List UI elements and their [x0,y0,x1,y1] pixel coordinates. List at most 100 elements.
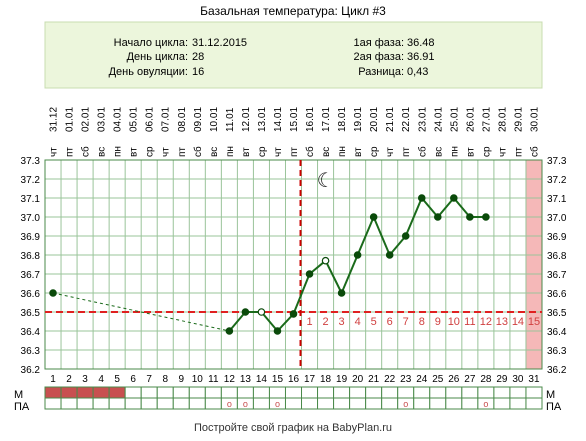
temperature-point [417,194,426,202]
row-label-m-right: М [546,389,555,401]
chart-title: Базальная температура: Цикл #3 [200,4,386,18]
x-date-label: 04.01 [113,107,124,132]
phase2-day-number: 1 [306,316,312,328]
x-day-label: 23 [400,374,412,385]
phase2-day-number: 13 [496,316,508,328]
temperature-segment [437,197,455,218]
pa-row-cell [60,397,78,410]
m-row-cell [413,386,431,399]
x-date-label: 19.01 [353,107,364,132]
pa-row-cell [252,397,270,410]
m-row-cell [381,386,399,399]
phase2-day-number: 8 [419,316,425,328]
info-start-label: Начало цикла: [114,37,188,49]
temperature-point [305,270,314,278]
x-date-label: 07.01 [161,107,172,132]
x-weekday-label: вт [241,147,252,157]
pa-marker: o [227,399,232,409]
x-weekday-label: вт [465,147,476,157]
x-weekday-label: чт [497,147,508,157]
x-weekday-label: сб [192,146,204,157]
x-day-label: 15 [272,374,284,385]
x-day-label: 26 [448,374,460,385]
m-row-cell [317,386,335,399]
m-row-cell [284,386,303,399]
x-date-label: 31.12 [49,107,60,132]
x-date-label: 29.01 [513,107,524,132]
temperature-point [289,310,298,318]
pa-row-cell [92,397,110,410]
x-date-label: 11.01 [225,107,236,132]
plot-area: 36.2 36.2 36.3 36.3 36.4 36.4 36.5 36.5 36.6 36.6… [21,107,567,410]
x-weekday-label: ср [369,146,380,157]
x-weekday-label: пт [65,147,76,157]
x-day-label: 30 [512,374,524,385]
pa-row-cell [284,397,303,410]
x-date-label: 01.01 [65,107,76,132]
y-tick-label-right: 36.9 [547,232,567,243]
x-weekday-label: пт [177,147,188,157]
y-tick-label-left: 36.3 [21,346,41,357]
x-weekday-label: пн [225,146,236,157]
phase2-day-number: 4 [355,316,361,328]
x-day-label: 19 [336,374,348,385]
x-day-label: 25 [432,374,444,385]
y-tick-label-right: 36.2 [547,365,567,376]
info-phase2-value: 36.91 [407,51,435,63]
x-weekday-label: пт [289,147,300,157]
temperature-segment [453,197,471,218]
pa-row-cell [124,397,142,410]
x-day-label: 20 [352,374,364,385]
y-tick-label-right: 36.7 [547,270,567,281]
phase2-day-number: 11 [464,316,475,328]
x-date-label: 09.01 [193,107,204,132]
temperature-point [241,308,250,316]
m-row-cell [140,386,158,399]
temperature-point [353,251,362,259]
pa-row-cell [493,397,511,410]
m-row-cell [477,386,495,399]
info-ovulation-day-value: 16 [192,66,204,78]
plot-border [44,159,543,370]
x-date-label: 10.01 [209,107,220,132]
x-day-label: 28 [480,374,492,385]
pa-row-cell [204,397,222,410]
y-tick-label-left: 36.6 [21,289,41,300]
y-tick-label-left: 36.9 [21,232,41,243]
info-start-value: 31.12.2015 [192,37,247,49]
pa-row-cell [44,397,62,410]
m-row-cell [252,386,270,399]
temperature-point [433,213,442,221]
temperature-segment [340,254,359,294]
x-date-label: 18.01 [337,107,348,132]
highlight-column [525,160,542,369]
x-date-label: 16.01 [305,107,316,132]
x-day-label: 3 [82,374,88,385]
x-date-label: 30.01 [529,107,540,132]
pa-row-cell [365,397,383,410]
x-weekday-label: вт [353,147,364,157]
y-tick-label-right: 37.0 [547,213,567,224]
x-date-label: 28.01 [497,107,508,132]
x-day-label: 22 [384,374,396,385]
m-row-cell [236,386,254,399]
x-day-label: 1 [50,374,56,385]
x-date-label: 22.01 [401,107,412,132]
pa-marker: o [403,399,408,409]
pa-row-cell [156,397,174,410]
y-tick-label-left: 37.1 [21,194,41,205]
x-weekday-label: ср [481,146,492,157]
x-weekday-label: пт [513,147,524,157]
y-tick-label-left: 36.5 [21,308,41,319]
y-tick-label-left: 36.2 [21,365,41,376]
temperature-segment [228,311,247,332]
temperature-point [450,194,458,202]
x-weekday-label: сб [416,146,428,157]
x-date-label: 25.01 [449,107,460,132]
x-date-label: 12.01 [241,107,252,132]
y-tick-label-left: 36.7 [21,270,41,281]
temperature-point [257,308,266,316]
x-weekday-label: сб [528,146,540,157]
pa-marker: o [243,399,248,409]
temperature-segment [420,197,439,218]
